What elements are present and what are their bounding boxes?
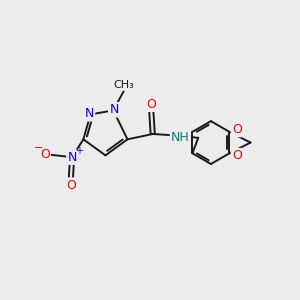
Text: +: +	[75, 146, 83, 156]
Text: O: O	[232, 123, 242, 136]
Text: O: O	[232, 149, 242, 162]
Text: −: −	[34, 143, 43, 153]
Text: N: N	[68, 151, 77, 164]
Text: NH: NH	[171, 131, 190, 144]
Text: O: O	[66, 178, 76, 192]
Text: N: N	[85, 107, 94, 120]
Text: O: O	[40, 148, 50, 161]
Text: CH₃: CH₃	[113, 80, 134, 89]
Text: N: N	[109, 103, 119, 116]
Text: O: O	[146, 98, 156, 111]
